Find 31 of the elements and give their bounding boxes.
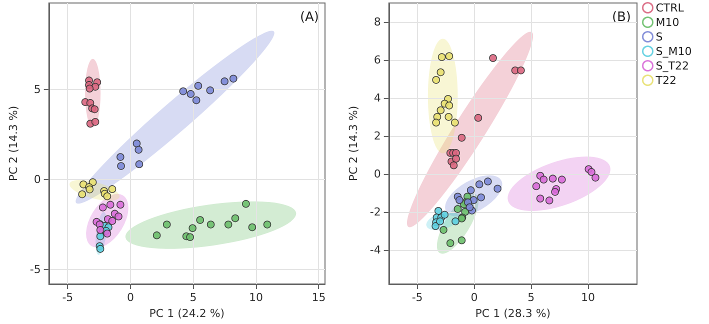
x-tick-label: 5 <box>190 291 197 304</box>
y-tick-label: -2 <box>370 205 381 218</box>
x-tick-label: 15 <box>312 291 326 304</box>
y-tick-label: 0 <box>374 167 381 180</box>
legend-label: M10 <box>656 16 680 29</box>
y-tick-label: 6 <box>374 53 381 66</box>
legend-label: S_M10 <box>656 44 692 58</box>
y-tick-label: 0 <box>34 173 41 186</box>
x-axis-title: PC 1 (24.2 %) <box>149 307 225 320</box>
y-tick-label: 8 <box>374 15 381 28</box>
legend-label: CTRL <box>656 1 685 14</box>
legend-label: T22 <box>654 74 676 87</box>
x-tick-label: 0 <box>126 291 134 304</box>
y-axis-title: PC 2 (14.3 %) <box>347 106 360 182</box>
y-axis-title: PC 2 (14.3 %) <box>7 106 20 182</box>
y-tick-label: -4 <box>370 243 381 256</box>
y-tick-label: 5 <box>34 82 41 96</box>
y-tick-label: 2 <box>374 129 381 142</box>
x-axis-title: PC 1 (28.3 %) <box>475 307 551 320</box>
annotation: (A) <box>300 10 320 25</box>
legend-label: S <box>656 30 663 44</box>
x-tick-label: 5 <box>528 291 535 304</box>
y-tick-label: -5 <box>30 263 41 276</box>
y-tick-label: 4 <box>374 91 381 104</box>
x-tick-label: -5 <box>62 291 74 304</box>
legend-label: S_T22 <box>656 59 689 72</box>
x-tick-label: 10 <box>581 291 596 304</box>
x-tick-label: 0 <box>470 291 478 304</box>
annotation: (B) <box>612 10 631 25</box>
x-tick-label: -5 <box>412 291 423 304</box>
x-tick-label: 10 <box>248 291 263 304</box>
